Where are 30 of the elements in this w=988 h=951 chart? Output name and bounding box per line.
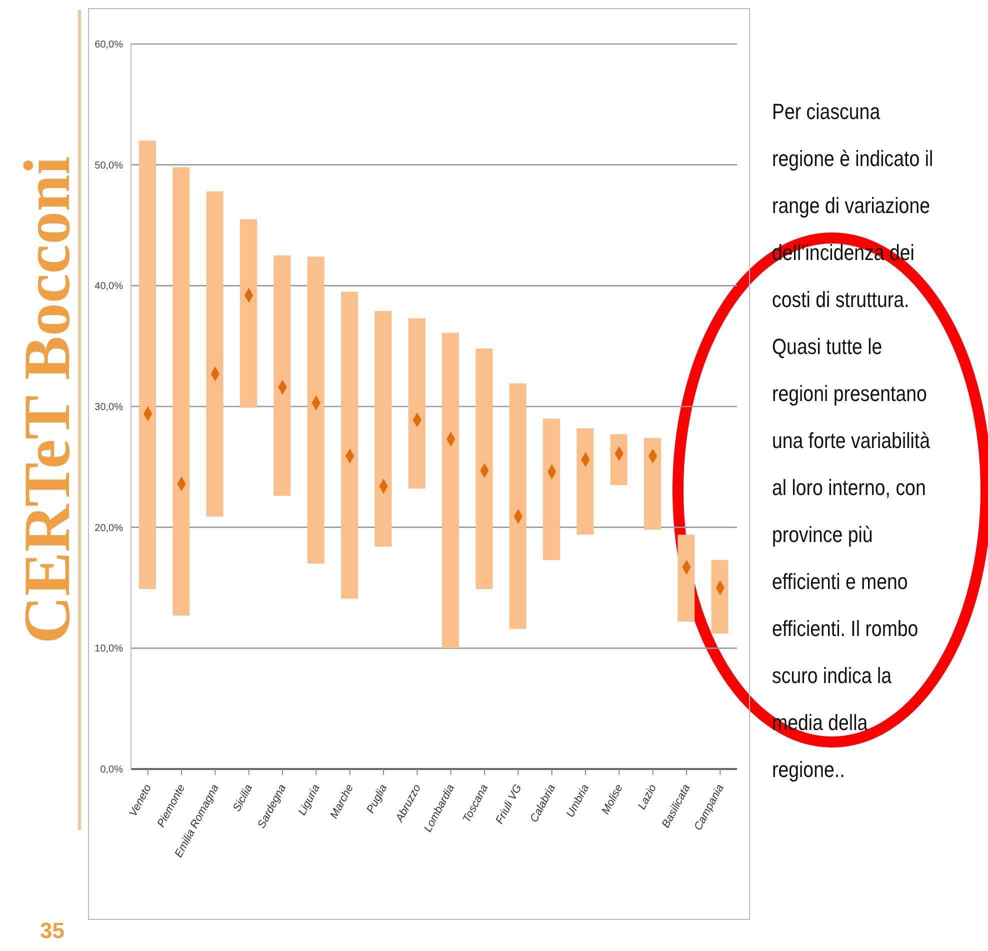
bar [576, 428, 594, 535]
bar [274, 255, 291, 496]
y-tick-label: 0,0% [100, 764, 124, 776]
bar [139, 140, 156, 589]
bar [476, 348, 493, 589]
bar [341, 292, 358, 599]
bar [172, 167, 190, 616]
bar [374, 311, 392, 547]
y-tick-label: 30,0% [94, 402, 124, 414]
bar [610, 434, 628, 486]
x-tick-label: Sicilia [230, 782, 256, 814]
text: 35 [40, 918, 64, 944]
y-tick-label: 50,0% [94, 160, 124, 172]
text: CERTeT Bocconi [10, 156, 85, 644]
bar [678, 534, 695, 622]
bar [408, 318, 426, 489]
bar [509, 384, 526, 629]
bar [206, 191, 224, 516]
bar [240, 219, 257, 408]
bar [543, 418, 560, 560]
bar [442, 332, 459, 648]
y-tick-label: 20,0% [94, 522, 124, 534]
y-tick-label: 60,0% [94, 40, 124, 51]
y-tick-label: 40,0% [94, 281, 124, 292]
x-tick-label: Lazio [636, 782, 660, 812]
bar [711, 560, 728, 634]
x-tick-label: Friuli VG [494, 782, 525, 826]
bar [307, 256, 324, 564]
bar [644, 438, 661, 530]
y-tick-label: 10,0% [94, 644, 124, 655]
